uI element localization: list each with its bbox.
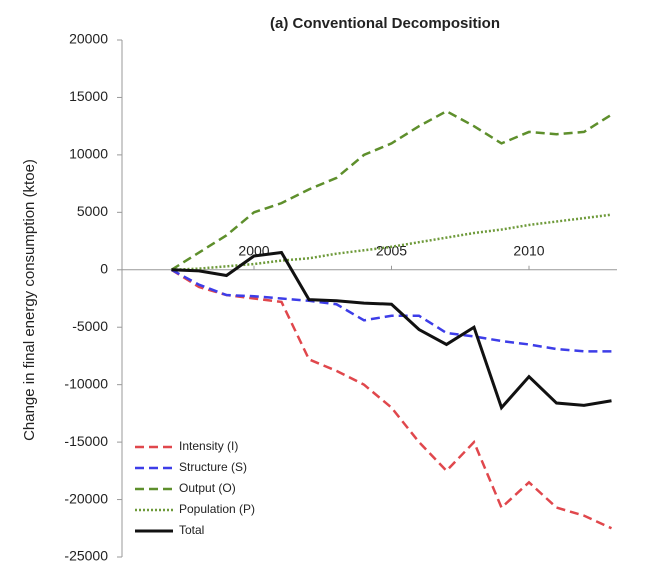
legend-label: Structure (S)	[179, 460, 247, 474]
y-tick-label: 0	[100, 260, 108, 276]
legend-label: Intensity (I)	[179, 439, 238, 453]
series-line	[170, 109, 613, 271]
y-tick-label: 10000	[69, 146, 108, 162]
y-tick-label: 5000	[77, 203, 108, 219]
y-tick-label: -25000	[64, 548, 108, 564]
y-tick-label: 15000	[69, 88, 108, 104]
y-tick-label: -15000	[64, 433, 108, 449]
series-line	[170, 268, 612, 353]
y-tick-label: -5000	[72, 318, 108, 334]
legend-label: Population (P)	[179, 502, 255, 516]
y-tick-label: -10000	[64, 375, 108, 391]
series-line	[171, 213, 612, 272]
series-line	[170, 268, 613, 530]
y-tick-label: -20000	[64, 490, 108, 506]
legend-label: Output (O)	[179, 481, 236, 495]
series-line	[171, 250, 612, 411]
y-axis-label: Change in final energy consumption (ktoe…	[21, 159, 38, 441]
x-tick-label: 2010	[513, 242, 544, 258]
chart-title: (a) Conventional Decomposition	[270, 15, 500, 32]
legend-label: Total	[179, 523, 204, 537]
y-tick-label: 20000	[69, 31, 108, 47]
